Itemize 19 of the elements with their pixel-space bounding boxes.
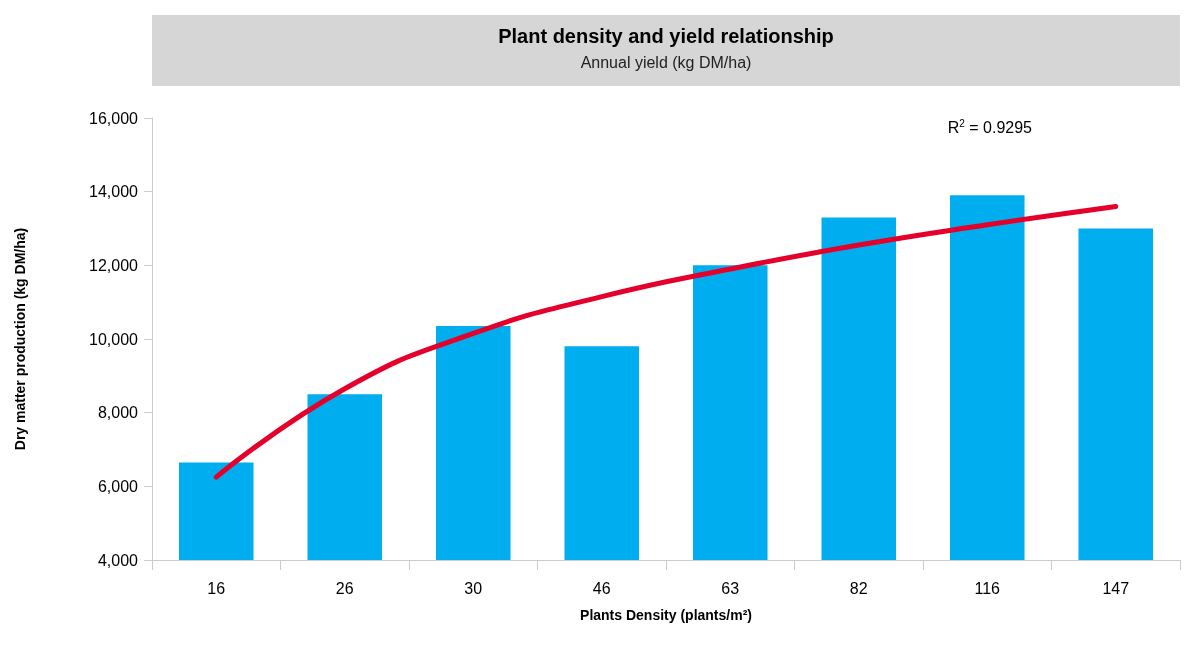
x-tick-label: 82 xyxy=(849,579,868,597)
x-tick-label: 16 xyxy=(207,579,226,597)
x-tick-label: 63 xyxy=(721,579,740,597)
x-tick-label: 26 xyxy=(335,579,354,597)
x-tick-label: 30 xyxy=(464,579,483,597)
x-tick-label: 46 xyxy=(592,579,611,597)
y-tick-label: 4,000 xyxy=(97,551,139,569)
x-axis-title: Plants Density (plants/m²) xyxy=(580,607,752,623)
x-tick-label: 116 xyxy=(974,579,1001,597)
y-axis-title: Dry matter production (kg DM/ha) xyxy=(12,227,28,451)
y-tick-label: 14,000 xyxy=(89,183,139,201)
x-tick-label: 147 xyxy=(1102,579,1130,597)
y-tick-label: 8,000 xyxy=(97,404,139,422)
y-tick-label: 12,000 xyxy=(89,256,139,274)
y-tick-label: 6,000 xyxy=(97,477,139,495)
y-tick-label: 16,000 xyxy=(89,109,139,127)
y-tick-label: 10,000 xyxy=(89,330,139,348)
chart-subtitle: Annual yield (kg DM/ha) xyxy=(579,54,753,72)
chart-title: Plant density and yield relationship xyxy=(497,25,835,48)
